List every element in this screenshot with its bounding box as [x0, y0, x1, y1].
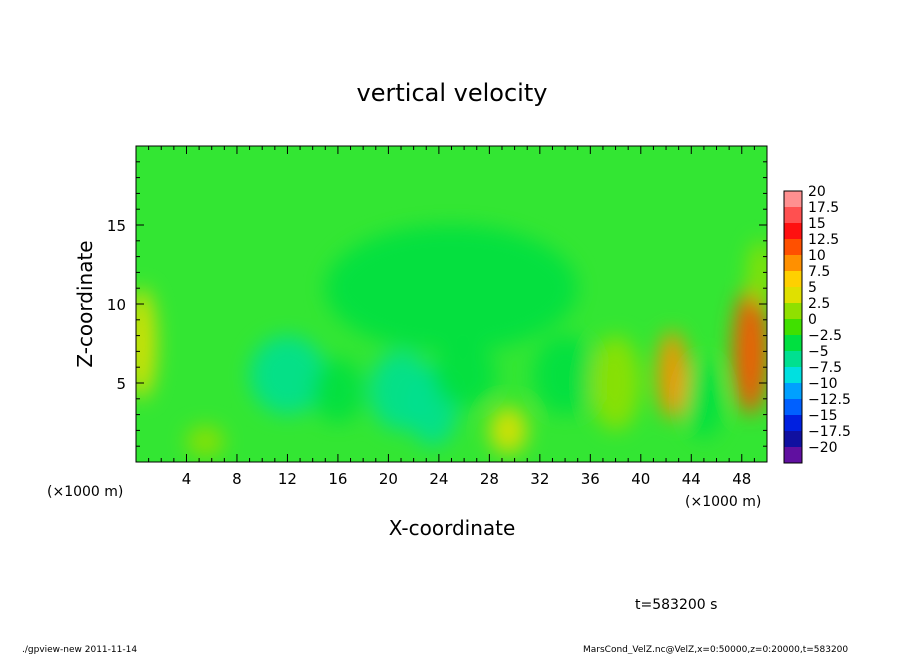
- time-label: t=583200 s: [635, 597, 717, 613]
- colorbar-swatch: [784, 271, 802, 288]
- colorbar-label: −20: [808, 440, 838, 456]
- y-tick-label: 5: [116, 375, 126, 393]
- colorbar-label: −15: [808, 408, 838, 424]
- x-tick-label: 48: [732, 470, 751, 488]
- colorbar-label: 17.5: [808, 200, 839, 216]
- colorbar-swatch: [784, 367, 802, 384]
- colorbar-label: 10: [808, 248, 826, 264]
- chart-title: vertical velocity: [357, 79, 548, 107]
- colorbar-swatch: [784, 383, 802, 400]
- y-axis-title: Z-coordinate: [73, 240, 97, 367]
- colorbar-swatch: [784, 303, 802, 320]
- colorbar-label: 15: [808, 216, 826, 232]
- velocity-feature: [249, 335, 326, 415]
- footer-program: ./gpview-new 2011-11-14: [22, 645, 137, 654]
- colorbar-swatch: [784, 319, 802, 336]
- colorbar-label: −12.5: [808, 392, 851, 408]
- footer-source: MarsCond_VelZ.nc@VelZ,x=0:50000,z=0:2000…: [583, 645, 848, 654]
- colorbar-label: −10: [808, 376, 838, 392]
- x-tick-label: 36: [581, 470, 600, 488]
- colorbar-label: −17.5: [808, 424, 851, 440]
- colorbar-swatch: [784, 223, 802, 240]
- colorbar-swatch: [784, 191, 802, 208]
- colorbar-label: 20: [808, 184, 826, 200]
- x-tick-label: 8: [232, 470, 242, 488]
- x-axis-ticks: 4 8 12 16 20 24 28 32 36 40 44 48: [148, 146, 755, 488]
- velocity-feature: [432, 343, 496, 407]
- colorbar-label: 5: [808, 280, 817, 296]
- colorbar-swatch: [784, 351, 802, 368]
- velocity-feature: [657, 330, 688, 420]
- colorbar-swatch: [784, 335, 802, 352]
- y-tick-label: 15: [107, 217, 126, 235]
- colorbar-label: 2.5: [808, 296, 830, 312]
- colorbar-label: 0: [808, 312, 817, 328]
- x-tick-label: 40: [631, 470, 650, 488]
- x-tick-label: 24: [429, 470, 448, 488]
- velocity-feature: [312, 359, 364, 423]
- colorbar-frame: [783, 190, 803, 464]
- y-tick-label: 10: [107, 296, 126, 314]
- x-unit-label-left: (×1000 m): [47, 484, 123, 500]
- x-tick-label: 20: [379, 470, 398, 488]
- colorbar-swatch: [784, 447, 802, 464]
- colorbar-swatch: [784, 239, 802, 256]
- velocity-feature: [489, 406, 528, 455]
- x-tick-label: 16: [328, 470, 347, 488]
- field-features: [136, 225, 767, 458]
- x-tick-label: 44: [682, 470, 701, 488]
- colorbar-swatch: [784, 255, 802, 272]
- colorbar-swatch: [784, 207, 802, 224]
- x-tick-label: 4: [182, 470, 192, 488]
- colorbar-label: 12.5: [808, 232, 839, 248]
- colorbar-swatch: [784, 287, 802, 304]
- colorbar-swatch: [784, 431, 802, 448]
- x-unit-label-right: (×1000 m): [685, 494, 761, 510]
- colorbar-label: −7.5: [808, 360, 842, 376]
- velocity-feature: [136, 288, 157, 399]
- x-axis-title: X-coordinate: [389, 516, 516, 540]
- colorbar: 2017.51512.5107.552.50−2.5−5−7.5−10−12.5…: [783, 184, 851, 464]
- x-tick-label: 12: [278, 470, 297, 488]
- colorbar-label: 7.5: [808, 264, 830, 280]
- x-tick-label: 28: [480, 470, 499, 488]
- velocity-feature: [325, 225, 578, 352]
- colorbar-label: −5: [808, 344, 829, 360]
- velocity-feature: [186, 425, 225, 458]
- colorbar-swatch: [784, 399, 802, 416]
- velocity-feature: [684, 359, 723, 439]
- velocity-feature: [732, 288, 767, 415]
- y-axis-ticks: 5 10 15: [107, 161, 767, 447]
- colorbar-swatch: [784, 415, 802, 432]
- velocity-feature: [533, 335, 597, 415]
- velocity-feature: [748, 240, 767, 304]
- x-tick-label: 32: [530, 470, 549, 488]
- velocity-feature: [590, 335, 641, 431]
- colorbar-label: −2.5: [808, 328, 842, 344]
